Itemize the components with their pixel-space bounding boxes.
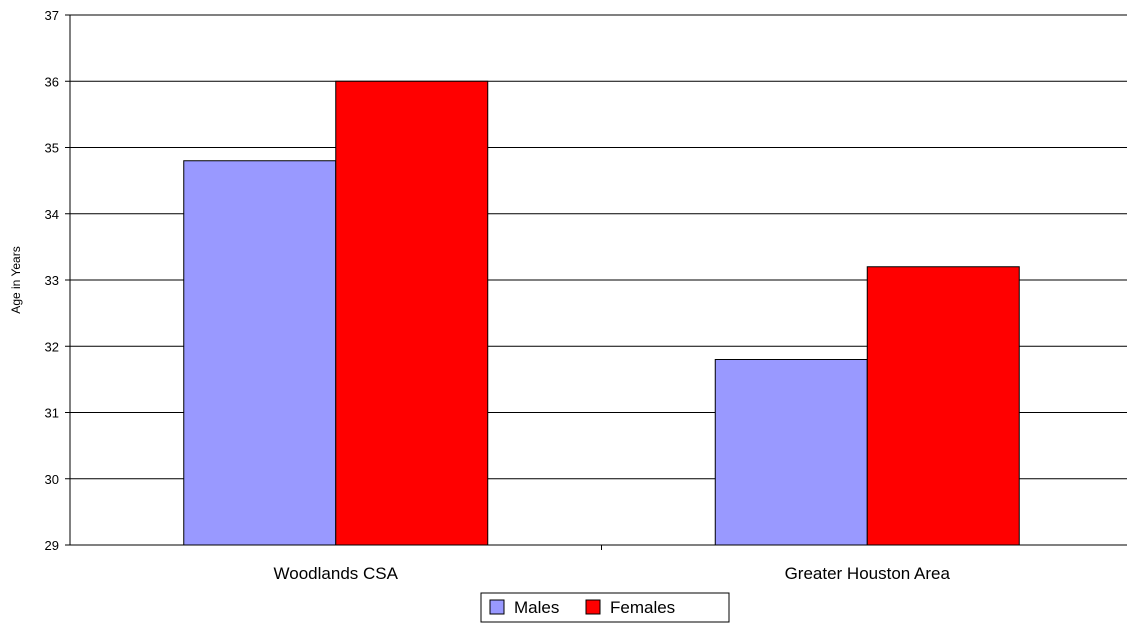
bars: [183, 80, 1020, 546]
y-tick-label: 31: [45, 406, 59, 421]
bar-males-1: [714, 359, 868, 546]
y-tick-label: 35: [45, 141, 59, 156]
legend-swatch-males: [489, 599, 505, 615]
x-category-label: Greater Houston Area: [785, 564, 951, 583]
y-tick-label: 32: [45, 339, 59, 354]
axes: [65, 14, 1127, 550]
bar-females-0: [335, 80, 489, 546]
y-tick-label: 37: [45, 8, 59, 23]
legend-label-males: Males: [514, 598, 559, 617]
legend-label-females: Females: [610, 598, 675, 617]
x-category-label: Woodlands CSA: [274, 564, 399, 583]
bar-males-0: [183, 160, 337, 546]
y-tick-label: 34: [45, 207, 59, 222]
y-tick-label: 36: [45, 74, 59, 89]
y-tick-labels: 29 30 31 32 33 34 35 36 37: [45, 8, 59, 553]
y-tick-label: 33: [45, 273, 59, 288]
x-category-labels: Woodlands CSA Greater Houston Area: [274, 564, 951, 583]
y-tick-label: 30: [45, 472, 59, 487]
bar-females-1: [866, 266, 1020, 546]
legend-swatch-females: [585, 599, 601, 615]
y-tick-label: 29: [45, 538, 59, 553]
legend: Males Females: [480, 592, 730, 623]
legend-box: [480, 592, 730, 623]
y-axis-title: Age in Years: [9, 246, 23, 313]
